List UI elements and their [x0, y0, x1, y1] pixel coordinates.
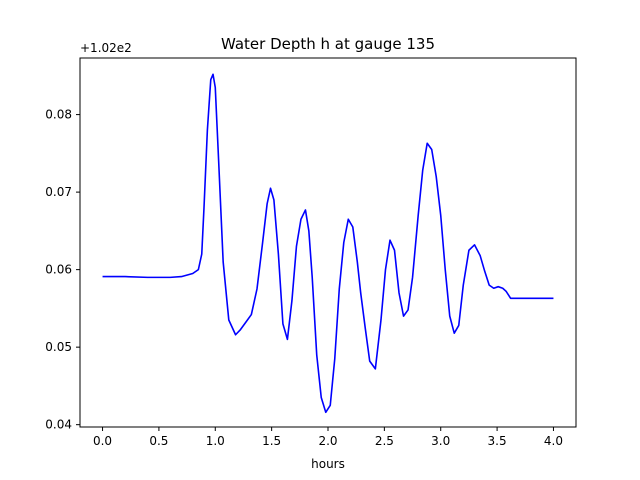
- x-tick-label: 2.0: [318, 434, 337, 448]
- y-tick-label: 0.05: [45, 340, 72, 354]
- plot-area: [79, 57, 577, 428]
- x-tick-label: 0.5: [149, 434, 168, 448]
- x-axis-ticks: 0.0 0.5 1.0 1.5 2.0 2.5 3.0 3.5 4.0: [93, 427, 563, 448]
- x-tick-label: 1.5: [262, 434, 281, 448]
- x-tick-label: 0.0: [93, 434, 112, 448]
- x-axis-label: hours: [311, 457, 345, 471]
- y-tick-label: 0.08: [45, 108, 72, 122]
- x-tick-label: 4.0: [544, 434, 563, 448]
- y-tick-label: 0.04: [45, 418, 72, 432]
- chart-title: Water Depth h at gauge 135: [221, 35, 435, 53]
- y-tick-label: 0.07: [45, 185, 72, 199]
- y-axis-ticks: 0.04 0.05 0.06 0.07 0.08: [45, 108, 80, 432]
- x-tick-label: 1.0: [206, 434, 225, 448]
- x-tick-label: 3.5: [488, 434, 507, 448]
- y-axis-offset-label: +1.02e2: [80, 41, 132, 55]
- x-tick-label: 3.0: [431, 434, 450, 448]
- plot-frame: [79, 57, 577, 428]
- series-line-0: [102, 73, 554, 414]
- y-tick-label: 0.06: [45, 263, 72, 277]
- x-tick-label: 2.5: [375, 434, 394, 448]
